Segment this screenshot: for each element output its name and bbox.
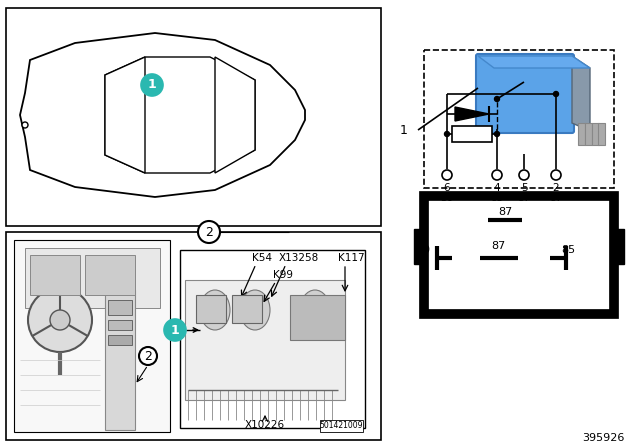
Text: K54: K54 xyxy=(252,253,272,263)
Polygon shape xyxy=(572,56,590,131)
Text: 395926: 395926 xyxy=(582,433,625,443)
Circle shape xyxy=(50,310,70,330)
Text: 1: 1 xyxy=(171,323,179,336)
Text: K117: K117 xyxy=(338,253,365,263)
Bar xyxy=(592,123,599,145)
Text: 5: 5 xyxy=(521,183,527,193)
Bar xyxy=(6,232,381,440)
Bar xyxy=(196,295,226,323)
Bar xyxy=(180,250,365,428)
Polygon shape xyxy=(105,57,145,173)
Circle shape xyxy=(28,288,92,352)
Bar xyxy=(185,280,345,400)
Bar xyxy=(108,335,132,345)
Bar xyxy=(14,240,170,432)
Bar xyxy=(290,295,345,340)
Text: 6: 6 xyxy=(444,183,451,193)
Circle shape xyxy=(445,132,449,137)
Text: 4: 4 xyxy=(493,183,500,193)
Bar xyxy=(25,248,160,308)
Circle shape xyxy=(554,91,559,96)
Text: 30: 30 xyxy=(416,245,430,255)
Bar xyxy=(85,255,135,295)
Circle shape xyxy=(442,170,452,180)
Text: 2: 2 xyxy=(205,225,213,238)
Bar xyxy=(232,295,262,323)
FancyBboxPatch shape xyxy=(476,54,574,133)
Polygon shape xyxy=(414,229,424,264)
Text: 87: 87 xyxy=(498,207,512,217)
Polygon shape xyxy=(455,107,489,121)
Text: 501421009: 501421009 xyxy=(319,422,363,431)
Polygon shape xyxy=(478,56,590,68)
Text: 85: 85 xyxy=(561,245,575,255)
Text: 87: 87 xyxy=(549,193,563,203)
Polygon shape xyxy=(105,57,255,173)
Text: 2: 2 xyxy=(553,183,559,193)
Circle shape xyxy=(141,74,163,96)
Bar xyxy=(6,8,381,226)
Text: 30: 30 xyxy=(440,193,454,203)
Text: 1: 1 xyxy=(400,124,408,137)
Ellipse shape xyxy=(240,290,270,330)
Bar xyxy=(320,420,363,432)
Bar xyxy=(108,300,132,315)
Bar xyxy=(585,123,592,145)
Ellipse shape xyxy=(200,290,230,330)
Circle shape xyxy=(519,170,529,180)
Polygon shape xyxy=(614,229,624,264)
Bar xyxy=(108,320,132,330)
Bar xyxy=(424,50,614,188)
Text: K99: K99 xyxy=(273,270,293,280)
Text: X13258: X13258 xyxy=(279,253,319,263)
Circle shape xyxy=(198,221,220,243)
Bar xyxy=(598,123,605,145)
Bar xyxy=(578,123,585,145)
Text: 85: 85 xyxy=(490,193,504,203)
Circle shape xyxy=(164,319,186,341)
Bar xyxy=(30,255,80,295)
Bar xyxy=(452,126,492,142)
Polygon shape xyxy=(215,57,255,173)
Text: 87: 87 xyxy=(517,193,531,203)
Circle shape xyxy=(139,347,157,365)
Text: X10226: X10226 xyxy=(245,420,285,430)
Text: 2: 2 xyxy=(144,349,152,362)
Circle shape xyxy=(22,122,28,128)
Circle shape xyxy=(495,132,499,137)
Circle shape xyxy=(495,96,499,102)
Bar xyxy=(105,290,135,430)
Polygon shape xyxy=(20,33,305,197)
Text: 1: 1 xyxy=(148,78,156,91)
Circle shape xyxy=(551,170,561,180)
Ellipse shape xyxy=(300,290,330,330)
Bar xyxy=(424,196,614,314)
Circle shape xyxy=(492,170,502,180)
Text: 87: 87 xyxy=(491,241,505,251)
